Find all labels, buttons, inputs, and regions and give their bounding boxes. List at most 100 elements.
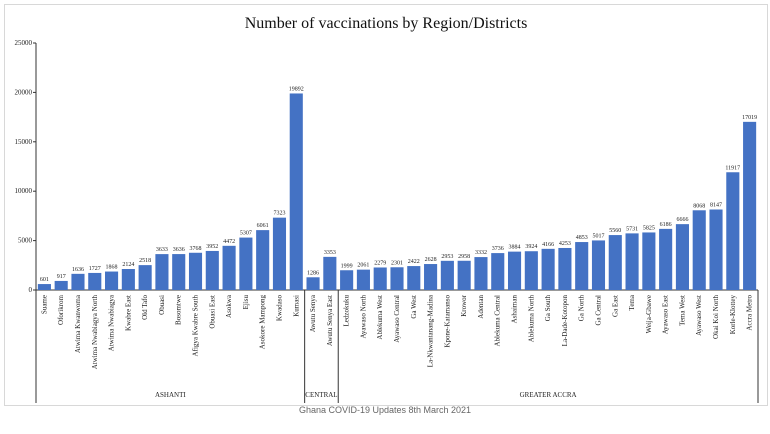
bar (675, 224, 689, 290)
bar-value-label: 3768 (190, 246, 202, 252)
category-label: Ga Central (594, 295, 602, 326)
bar-value-label: 917 (57, 274, 66, 280)
y-tick-label: 20000 (15, 88, 33, 96)
bar (625, 233, 639, 290)
bar (524, 251, 538, 290)
y-tick-label: 15000 (15, 138, 33, 146)
category-label: Awutu Senya East (326, 295, 334, 346)
region-label: ASHANTI (155, 391, 186, 399)
bar (726, 172, 740, 290)
bar (457, 260, 471, 290)
bar (188, 252, 203, 290)
bar (591, 240, 606, 290)
bar (155, 254, 169, 290)
bar-value-label: 1286 (307, 270, 319, 276)
bar (138, 265, 152, 290)
category-label: Accra Metro (746, 295, 754, 331)
bar (105, 271, 119, 290)
bar-value-label: 1727 (89, 266, 101, 272)
bar-value-label: 1636 (72, 267, 84, 273)
bar-value-label: 3332 (475, 250, 487, 256)
bar (608, 235, 622, 290)
category-label: Asokore Mampong (259, 295, 267, 350)
bar (172, 254, 186, 290)
category-label: Kpone-Katamanso (443, 295, 451, 348)
category-label: Obuasi (158, 295, 166, 315)
bar (356, 269, 370, 290)
bar-value-label: 17019 (742, 115, 757, 121)
bar (205, 250, 219, 290)
bar-value-label: 2518 (139, 258, 151, 264)
category-label: Ga North (578, 295, 586, 322)
y-tick-label: 25000 (15, 39, 33, 47)
bar (256, 230, 270, 290)
bar-value-label: 6061 (257, 223, 269, 229)
bar (272, 217, 287, 290)
category-label: Ablekuma Central (494, 295, 502, 347)
bar (373, 267, 387, 290)
chart-title: Number of vaccinations by Region/Distric… (245, 15, 528, 32)
category-label: Kumasi (292, 295, 300, 317)
category-label: Tema (628, 294, 636, 310)
category-label: Ayawaso East (662, 295, 670, 334)
bar-value-label: 19892 (289, 86, 304, 92)
category-label: Ayawaso North (359, 295, 367, 339)
bar (474, 257, 488, 290)
region-label: CENTRAL (305, 391, 337, 399)
bar-value-label: 6186 (660, 222, 672, 228)
bar-value-label: 3636 (173, 247, 185, 253)
category-label: Oforikrom (57, 294, 65, 324)
category-label: Asokwa (225, 294, 233, 318)
bar-value-label: 5017 (592, 233, 604, 239)
category-label: Obuasi East (208, 295, 216, 329)
bar (507, 251, 522, 290)
category-label: Adentan (477, 295, 485, 319)
y-tick-label: 0 (29, 286, 33, 294)
category-label: Old Tafo (141, 295, 149, 320)
category-label: Kwabre East (124, 295, 132, 331)
category-label: Awutu Senya (309, 294, 317, 332)
region-label: GREATER ACCRA (520, 391, 577, 399)
category-label: Atwima Nwabiagya North (91, 295, 99, 370)
category-label: Ayawaso West (695, 295, 703, 336)
bar-value-label: 3924 (525, 244, 537, 250)
category-label: Afigya Kwabre South (192, 295, 200, 357)
bar-value-label: 3736 (492, 246, 504, 252)
category-label: Krowor (460, 294, 468, 316)
bar (642, 232, 656, 290)
bar-value-label: 3952 (206, 244, 218, 250)
bar (558, 247, 572, 290)
category-label: Ablekuma West (376, 295, 384, 340)
bar (88, 272, 102, 290)
bar-value-label: 4472 (223, 239, 235, 245)
bar (54, 280, 68, 290)
bar-value-label: 2124 (122, 262, 134, 268)
bar-value-label: 601 (40, 277, 49, 283)
category-label: Ga West (410, 295, 418, 319)
bar (709, 209, 723, 290)
bar (306, 277, 320, 290)
bar (390, 267, 404, 290)
bar (121, 269, 135, 290)
bar (37, 284, 51, 290)
bar-value-label: 2301 (391, 260, 403, 266)
bar-value-label: 3353 (324, 250, 336, 256)
category-label: Okai Koi North (712, 295, 720, 339)
bar-chart: Number of vaccinations by Region/Distric… (15, 15, 759, 403)
category-label: Tema West (678, 295, 686, 326)
bar (340, 270, 354, 290)
bar-value-label: 2422 (408, 259, 420, 265)
bar-value-label: 5560 (609, 228, 621, 234)
category-label: Ledzokuku (343, 295, 351, 327)
bar (440, 260, 454, 290)
bar-value-label: 2061 (357, 263, 369, 269)
bar-value-label: 11917 (725, 165, 740, 171)
category-label: Ashaiman (511, 295, 519, 324)
bar-value-label: 7323 (273, 211, 285, 217)
y-tick-label: 5000 (18, 237, 33, 245)
category-label: Weija-Gbawe (645, 295, 653, 333)
bar-value-label: 1868 (106, 265, 118, 271)
bar-value-label: 2279 (374, 260, 386, 266)
bar-value-label: 4166 (542, 242, 554, 248)
bar (424, 264, 438, 290)
